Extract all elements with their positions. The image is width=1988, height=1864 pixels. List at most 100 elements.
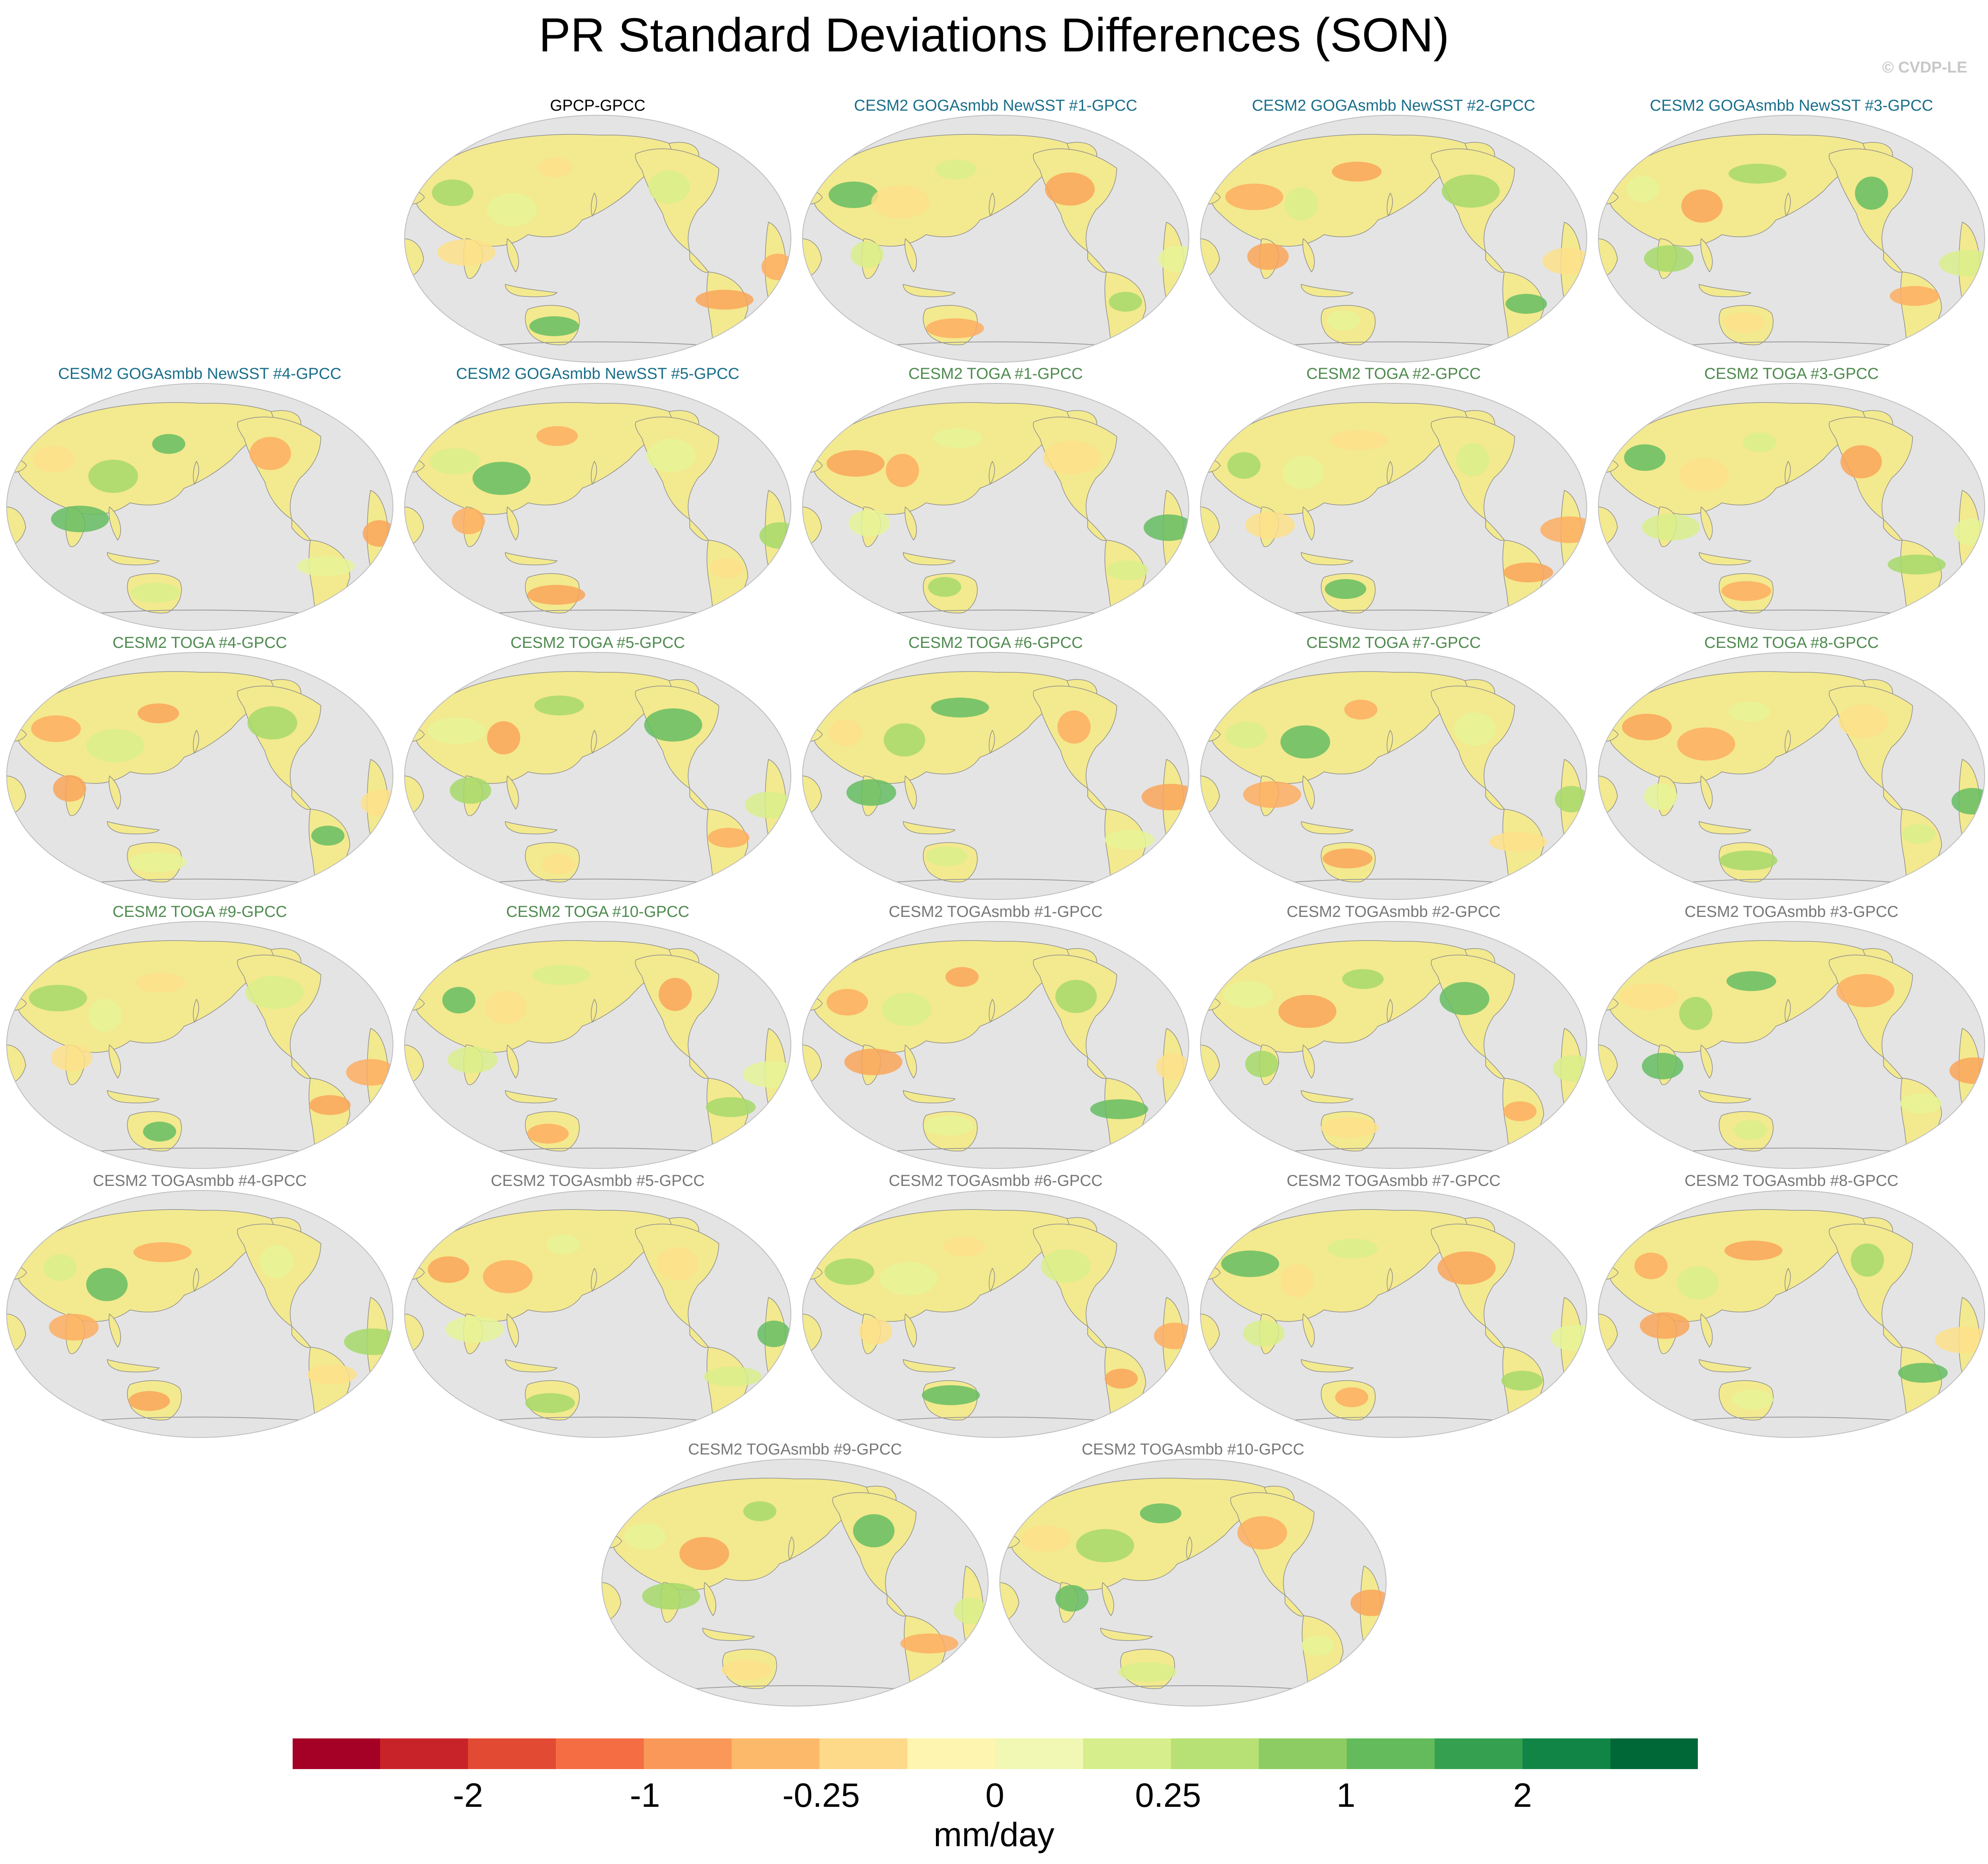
land-indonesia	[903, 1359, 956, 1372]
panel-title: CESM2 GOGAsmbb NewSST #1-GPCC	[854, 97, 1137, 114]
land-japan	[591, 1268, 597, 1292]
land-seasia	[1302, 238, 1315, 273]
anomaly-patch	[943, 1236, 985, 1256]
map	[1200, 383, 1587, 631]
anomaly-patch	[1851, 1243, 1884, 1277]
land-indonesia	[107, 552, 160, 565]
land-eurasia	[1609, 671, 1880, 784]
anomaly-patch	[851, 241, 884, 268]
anomaly-patch	[624, 1523, 666, 1550]
anomaly-patch	[51, 1045, 92, 1071]
anomaly-patch	[542, 854, 575, 874]
land-eurasia	[813, 402, 1084, 515]
panel-title: CESM2 TOGA #8-GPCC	[1704, 634, 1879, 652]
anomaly-patch	[527, 585, 585, 605]
anomaly-patch	[128, 1391, 170, 1411]
anomaly-patch	[346, 1059, 393, 1086]
anomaly-patch	[44, 1254, 77, 1281]
map-panel: GPCP-GPCC	[404, 95, 792, 363]
anomaly-patch	[708, 828, 749, 848]
anomaly-patch	[1041, 1249, 1091, 1282]
land-japan	[193, 1268, 199, 1292]
anomaly-patch	[1555, 786, 1587, 812]
anomaly-patch	[311, 826, 344, 846]
anomaly-patch	[1245, 1051, 1278, 1077]
anomaly-patch	[1724, 313, 1765, 332]
land-indonesia	[505, 552, 558, 565]
map-border	[1598, 115, 1985, 363]
map-border	[404, 652, 791, 900]
anomaly-patch	[437, 239, 495, 266]
land-japan	[1387, 192, 1393, 217]
land-eurasia	[1211, 1209, 1482, 1322]
land-eurasia	[813, 134, 1084, 247]
anomaly-patch	[1043, 441, 1101, 474]
map-border	[802, 652, 1189, 900]
land-indonesia	[903, 284, 956, 297]
land-indonesia	[505, 821, 558, 834]
map	[6, 383, 393, 631]
anomaly-patch	[1045, 172, 1095, 206]
anomaly-patch	[448, 1047, 497, 1073]
panel-title: GPCP-GPCC	[550, 97, 646, 114]
map	[1598, 652, 1985, 900]
map-border	[1598, 652, 1985, 900]
panel-title: CESM2 GOGAsmbb NewSST #4-GPCC	[58, 365, 342, 383]
land-indonesia	[903, 1090, 956, 1103]
colorbar-bin	[1083, 1738, 1171, 1769]
land-japan	[591, 730, 597, 754]
land-eurasia	[1211, 402, 1482, 515]
anomaly-patch	[1721, 581, 1771, 601]
anomaly-patch	[1855, 177, 1888, 210]
anomaly-patch	[51, 506, 109, 532]
land-eurasia	[1010, 1478, 1281, 1590]
colorbar-bin	[644, 1738, 732, 1769]
anomaly-patch	[1900, 1093, 1942, 1113]
coastline-antarctica	[876, 1416, 1117, 1422]
anomaly-patch	[829, 182, 878, 208]
anomaly-patch	[1237, 1516, 1287, 1549]
land-seasia	[1102, 1582, 1114, 1617]
panel-title: CESM2 TOGAsmbb #6-GPCC	[889, 1172, 1103, 1190]
anomaly-patch	[926, 846, 967, 866]
anomaly-patch	[648, 170, 690, 204]
anomaly-patch	[1642, 514, 1700, 541]
anomaly-patch	[1107, 560, 1148, 580]
land-japan	[1784, 192, 1791, 217]
anomaly-patch	[871, 185, 929, 218]
land-eurasia	[17, 671, 288, 784]
anomaly-patch	[1949, 1057, 1985, 1084]
map	[404, 383, 791, 631]
map	[802, 652, 1189, 900]
anomaly-patch	[1301, 1636, 1334, 1656]
anomaly-patch	[133, 1242, 192, 1262]
anomaly-patch	[1090, 1099, 1148, 1119]
anomaly-patch	[1227, 452, 1261, 479]
anomaly-patch	[1335, 1387, 1368, 1407]
land-eurasia	[415, 1209, 686, 1322]
land-japan	[1387, 730, 1393, 754]
map-panel: CESM2 TOGAsmbb #4-GPCC	[6, 1171, 394, 1438]
coastline-antarctica	[80, 609, 321, 615]
map-panel: CESM2 TOGA #9-GPCC	[6, 902, 394, 1169]
colorbar-bin	[1171, 1738, 1259, 1769]
coastline-antarctica	[1274, 878, 1515, 884]
map-panel: CESM2 TOGAsmbb #3-GPCC	[1598, 902, 1986, 1169]
land-seasia	[904, 1313, 917, 1348]
panel-title: CESM2 GOGAsmbb NewSST #2-GPCC	[1252, 97, 1535, 114]
map-border	[802, 921, 1189, 1169]
land-seasia	[904, 506, 917, 541]
panel-title: CESM2 TOGA #10-GPCC	[506, 903, 690, 921]
colorbar-tick-label: 1	[1336, 1777, 1355, 1814]
anomaly-patch	[1243, 1320, 1285, 1347]
land-seasia	[507, 238, 519, 273]
anomaly-patch	[827, 450, 885, 477]
anomaly-patch	[1454, 713, 1496, 746]
land-seasia	[507, 775, 519, 810]
panel-title: CESM2 TOGA #4-GPCC	[112, 634, 287, 652]
anomaly-patch	[757, 1321, 790, 1347]
map	[1200, 921, 1587, 1169]
land-seasia	[904, 1044, 917, 1079]
anomaly-patch	[722, 1660, 771, 1680]
colorbar-tick-label: -2	[453, 1777, 483, 1814]
